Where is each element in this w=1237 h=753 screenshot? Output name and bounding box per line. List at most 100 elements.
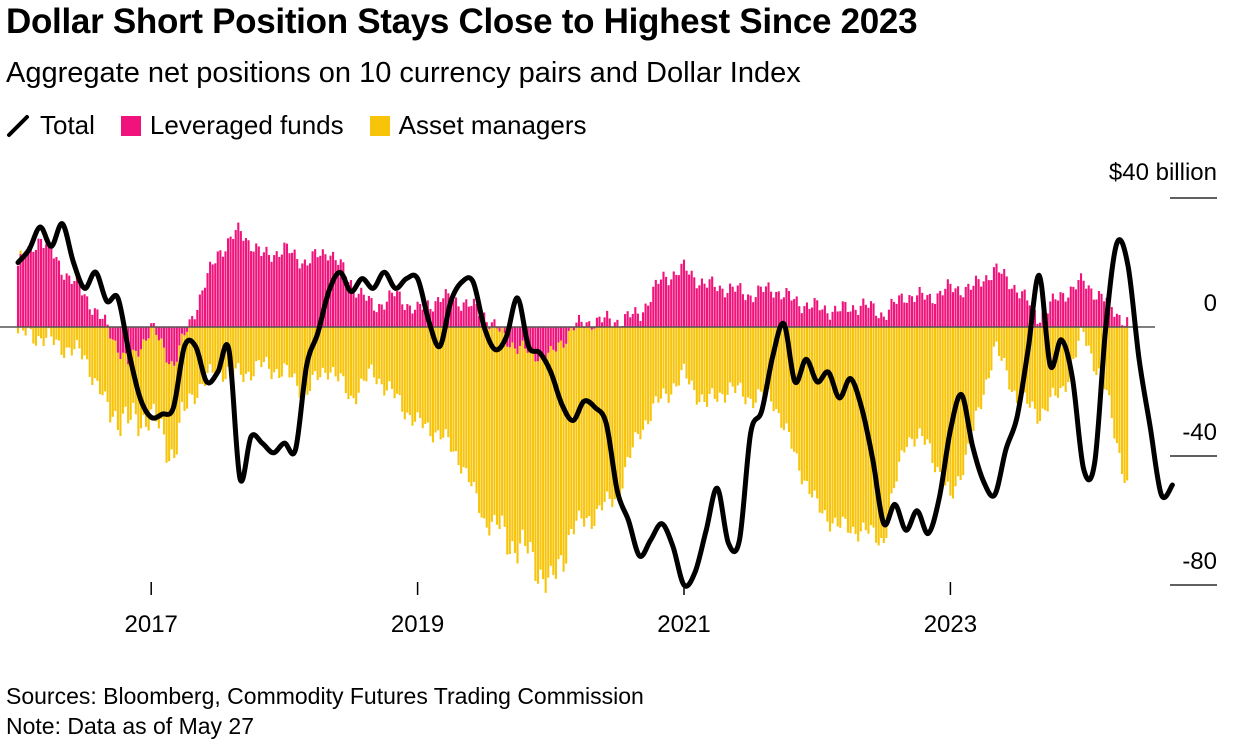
leveraged-bar: [675, 274, 678, 327]
asset-managers-bar: [460, 327, 463, 474]
asset-managers-bar: [593, 328, 596, 526]
asset-managers-bar: [526, 352, 529, 554]
leveraged-bar: [933, 303, 937, 327]
leveraged-bar: [877, 318, 880, 327]
leveraged-bar: [700, 278, 703, 327]
asset-managers-bar: [367, 327, 370, 369]
leveraged-swatch-icon: [120, 115, 141, 136]
asset-managers-bar: [682, 327, 686, 364]
asset-managers-bar: [252, 327, 255, 377]
leveraged-bar: [992, 267, 995, 327]
asset-managers-bar: [859, 327, 862, 532]
asset-managers-bar: [270, 327, 273, 380]
asset-managers-bar: [890, 327, 893, 494]
leveraged-bar: [393, 296, 396, 327]
asset-managers-bar: [98, 327, 102, 395]
asset-managers-bar: [741, 327, 744, 397]
leveraged-bar: [188, 319, 191, 327]
asset-managers-bar: [437, 327, 440, 431]
asset-managers-bar: [408, 327, 411, 416]
asset-managers-bar: [68, 327, 71, 348]
asset-managers-bar: [339, 327, 342, 374]
leveraged-bar: [1026, 300, 1029, 327]
leveraged-bar: [1087, 285, 1090, 327]
asset-managers-bar: [872, 327, 875, 528]
asset-managers-bar: [624, 327, 627, 468]
asset-managers-bar: [383, 327, 386, 396]
leveraged-bar: [1033, 310, 1036, 327]
asset-managers-bar: [293, 327, 296, 374]
leveraged-bar: [577, 314, 581, 327]
leveraged-bar: [178, 327, 181, 346]
leveraged-bar: [693, 277, 696, 327]
asset-managers-bar: [298, 327, 301, 398]
leveraged-bar: [34, 249, 37, 327]
leveraged-bar: [723, 297, 727, 327]
leveraged-bar: [308, 263, 312, 327]
leveraged-bar: [347, 282, 350, 327]
leveraged-bar: [119, 327, 122, 360]
leveraged-bar: [624, 314, 627, 327]
asset-managers-bar: [344, 327, 347, 394]
asset-managers-bar: [752, 327, 755, 409]
asset-managers-bar: [24, 327, 27, 336]
leveraged-bar: [186, 327, 189, 332]
asset-managers-bar: [321, 327, 324, 368]
leveraged-bar: [444, 289, 447, 327]
leveraged-bar: [729, 283, 732, 327]
leveraged-bar: [775, 291, 778, 327]
asset-managers-bar: [442, 327, 445, 438]
leveraged-bar: [201, 290, 204, 327]
asset-managers-bar: [78, 327, 81, 349]
asset-managers-bar: [332, 327, 335, 368]
asset-managers-bar: [1064, 327, 1067, 392]
leveraged-bar: [1046, 313, 1049, 327]
asset-managers-bar: [1013, 327, 1016, 391]
leveraged-bar: [65, 273, 68, 327]
asset-managers-bar: [147, 338, 150, 431]
asset-managers-bar: [544, 360, 547, 593]
x-axis: 2017 2019 2021 2023: [125, 582, 977, 638]
leveraged-bar: [813, 298, 816, 327]
asset-managers-bar: [42, 327, 45, 347]
leveraged-bar: [900, 293, 903, 327]
asset-managers-bar: [75, 327, 78, 340]
leveraged-bar: [708, 279, 711, 327]
leveraged-bar: [1115, 313, 1118, 327]
asset-managers-bar: [1123, 327, 1126, 483]
asset-managers-bar: [887, 327, 890, 517]
asset-managers-bar: [475, 327, 478, 494]
y-tick-label: -40: [1182, 419, 1217, 446]
leveraged-bar: [116, 327, 119, 353]
asset-managers-bar: [693, 327, 696, 390]
leveraged-bar: [739, 283, 742, 327]
asset-managers-bar: [767, 327, 770, 390]
asset-managers-bar: [439, 327, 442, 440]
leveraged-bar: [834, 305, 837, 327]
asset-managers-bar: [570, 328, 573, 530]
asset-managers-bar: [63, 327, 66, 359]
leveraged-bar: [1064, 301, 1067, 327]
leveraged-bar: [944, 288, 947, 327]
asset-managers-bar: [793, 327, 796, 452]
asset-managers-bar: [588, 327, 591, 517]
y-tick-label: $40 billion: [1109, 159, 1217, 186]
leveraged-bar: [255, 243, 258, 327]
asset-managers-bar: [288, 327, 291, 378]
leveraged-bar: [603, 317, 606, 327]
leveraged-bar: [311, 251, 314, 327]
leveraged-bar: [508, 327, 511, 348]
leveraged-bar: [718, 285, 721, 327]
leveraged-bar: [513, 327, 516, 349]
leveraged-bar: [741, 294, 744, 327]
leveraged-bar: [147, 327, 150, 339]
leveraged-bar: [608, 318, 611, 327]
asset-managers-bar: [583, 327, 586, 527]
asset-managers-bar: [465, 327, 468, 469]
asset-managers-bar: [846, 327, 849, 533]
asset-managers-bar: [990, 327, 993, 371]
asset-managers-bar: [972, 327, 975, 431]
leveraged-bar: [982, 281, 985, 327]
leveraged-bar: [283, 242, 286, 327]
leveraged-bar: [969, 289, 972, 327]
